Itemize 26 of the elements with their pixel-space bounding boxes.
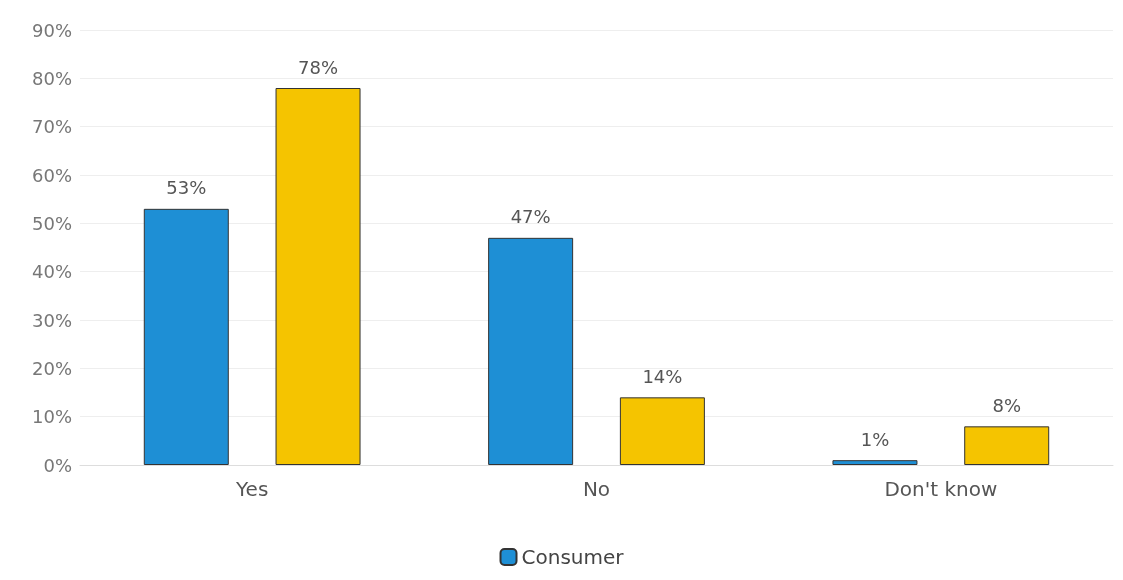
y-tick-label: 80% [31,67,72,89]
y-tick-label: 50% [31,212,72,234]
bar [275,88,361,465]
data-label: 14% [642,365,683,387]
y-tick-label: 70% [31,116,72,138]
bar [964,426,1050,465]
y-tick-label: 40% [31,261,72,283]
y-tick-label: 30% [31,309,72,331]
y-tick-label: 0% [43,454,72,476]
y-tick-label: 90% [31,19,72,41]
legend-label: Consumer [521,545,625,569]
y-tick-label: 60% [31,164,72,186]
x-tick-label: Don't know [884,477,998,501]
y-tick-label: 20% [31,357,72,379]
data-label: 47% [510,206,551,228]
data-label: 78% [298,56,339,78]
x-tick-label: No [582,477,611,501]
bar [143,208,229,465]
bar [832,460,918,465]
bar [488,237,574,465]
bar [619,397,705,465]
data-label: 53% [166,177,207,199]
data-label: 8% [992,394,1021,416]
data-label: 1% [860,428,890,450]
y-tick-label: 10% [31,406,72,428]
x-tick-label: Yes [235,477,269,501]
